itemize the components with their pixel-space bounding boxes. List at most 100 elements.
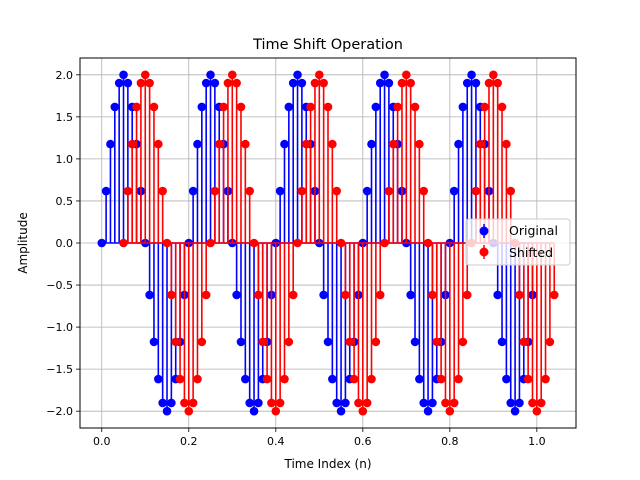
legend-shifted-label: Shifted <box>509 245 553 260</box>
stem-marker <box>132 102 141 112</box>
stem-marker <box>262 374 272 384</box>
stem-marker <box>171 337 181 347</box>
stem-marker <box>388 139 398 149</box>
stem-marker <box>162 238 172 248</box>
stem-marker <box>154 374 163 384</box>
stem-marker <box>258 337 268 347</box>
stem-marker <box>328 139 337 149</box>
stem-marker <box>206 238 215 248</box>
x-tick-label: 0.2 <box>180 435 198 448</box>
stem-marker <box>484 78 494 88</box>
stem-marker <box>241 374 250 384</box>
stem-marker <box>375 290 385 300</box>
stem-marker <box>532 406 542 416</box>
stem-marker <box>210 186 220 196</box>
stem-marker <box>345 337 355 347</box>
stem-marker <box>375 78 385 88</box>
stem-marker <box>188 398 198 408</box>
stem-marker <box>441 398 450 408</box>
stem-marker <box>336 406 346 416</box>
stem-marker <box>319 290 328 300</box>
stem-marker <box>515 398 524 408</box>
stem-marker <box>515 290 524 300</box>
stem-marker <box>188 186 198 196</box>
stem-marker <box>180 398 189 408</box>
stem-marker <box>254 398 263 408</box>
stem-marker <box>462 290 472 300</box>
stem-marker <box>328 374 337 384</box>
stem-marker <box>362 186 372 196</box>
stem-marker <box>310 78 320 88</box>
stem-marker <box>97 238 107 248</box>
x-tick-label: 0.4 <box>267 435 285 448</box>
stem-marker <box>502 139 511 149</box>
stem-marker <box>519 337 529 347</box>
stem-marker <box>232 290 241 300</box>
stem-marker <box>358 406 368 416</box>
stem-marker <box>275 186 285 196</box>
stem-marker <box>428 398 437 408</box>
stem-marker <box>210 78 220 88</box>
stem-marker <box>280 374 289 384</box>
stem-marker <box>423 406 433 416</box>
stem-marker <box>454 139 463 149</box>
y-tick-label: 2.0 <box>56 69 74 82</box>
stem-marker <box>167 398 176 408</box>
stem-marker <box>249 406 259 416</box>
stem-marker <box>362 398 372 408</box>
stem-marker <box>536 398 546 408</box>
stem-marker <box>380 238 389 248</box>
stem-marker <box>336 238 346 248</box>
stem-marker <box>275 398 285 408</box>
x-tick-label: 0.6 <box>354 435 372 448</box>
stem-marker <box>106 139 115 149</box>
y-tick-label: 0.0 <box>56 237 74 250</box>
stem-marker <box>127 139 137 149</box>
stem-marker <box>145 78 154 88</box>
stem-marker <box>232 78 241 88</box>
stem-marker <box>454 374 463 384</box>
y-tick-label: −1.5 <box>46 363 73 376</box>
stem-marker <box>428 290 437 300</box>
stem-marker <box>510 406 520 416</box>
x-tick-label: 0.8 <box>441 435 459 448</box>
stem-marker <box>332 186 342 196</box>
stem-marker <box>267 398 276 408</box>
stem-marker <box>480 102 489 112</box>
stem-marker <box>301 139 311 149</box>
stem-marker <box>284 102 294 112</box>
legend-entry-shifted: Shifted <box>479 245 553 260</box>
stem-marker <box>123 78 133 88</box>
stem-marker <box>367 139 376 149</box>
stem-marker <box>371 337 381 347</box>
stem-marker <box>214 139 224 149</box>
stem-marker <box>367 374 376 384</box>
stem-marker <box>149 337 159 347</box>
stem-marker <box>236 102 246 112</box>
stem-marker <box>458 102 468 112</box>
stem-marker <box>254 290 263 300</box>
stem-marker <box>149 102 159 112</box>
stem-marker <box>371 102 381 112</box>
stem-marker <box>475 139 485 149</box>
legend-original-marker <box>479 226 489 236</box>
stem-marker <box>193 139 202 149</box>
stem-marker <box>471 186 481 196</box>
stem-marker <box>415 139 424 149</box>
stem-marker <box>436 374 446 384</box>
stem-marker <box>349 374 359 384</box>
stem-marker <box>193 374 202 384</box>
stem-marker <box>402 70 411 80</box>
stem-marker <box>406 78 415 88</box>
legend-box <box>465 218 571 266</box>
y-tick-label: −1.0 <box>46 321 73 334</box>
stem-marker <box>241 139 250 149</box>
stem-marker <box>280 139 289 149</box>
stem-marker <box>184 406 194 416</box>
stem-marker <box>489 70 498 80</box>
stem-marker <box>423 238 433 248</box>
axis-ticks: 0.0 0.2 0.4 0.6 0.8 1.0 −2.0 −1.5 −1.0 −0.5 0.0 0.5… <box>46 69 545 448</box>
stem-marker <box>288 290 298 300</box>
x-axis-label: Time Index (n) <box>284 457 372 471</box>
stem-marker <box>458 337 468 347</box>
